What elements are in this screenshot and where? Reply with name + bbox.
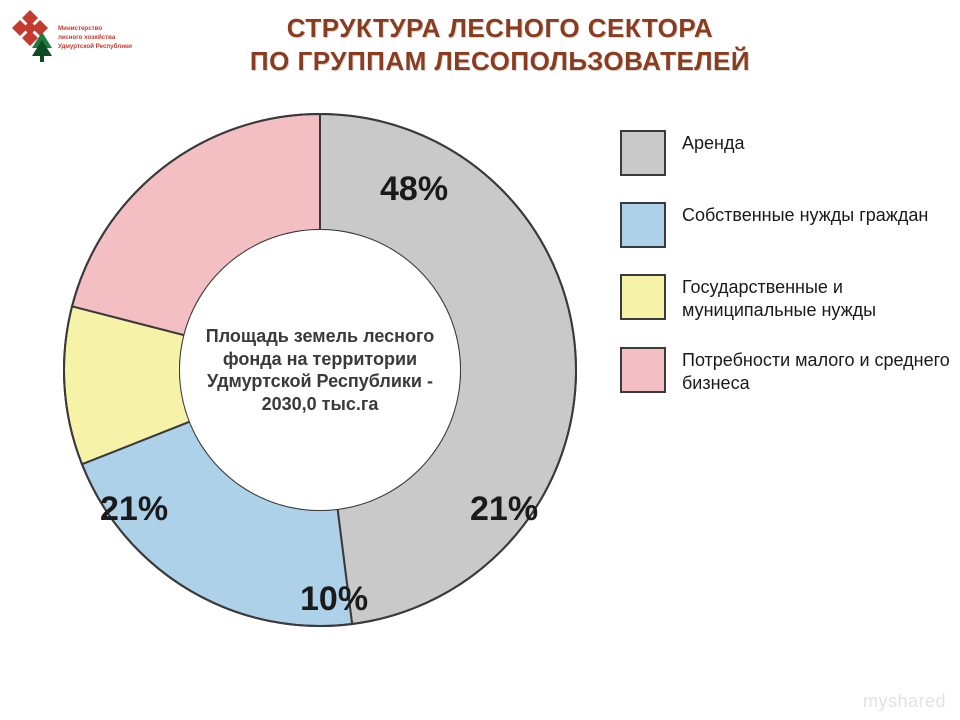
donut-chart: Площадь земель лесного фонда на территор… [40, 90, 600, 650]
legend-label-arenda: Аренда [682, 130, 744, 155]
legend-item-smb: Потребности малого и среднего бизнеса [620, 347, 950, 394]
donut-center-text: Площадь земель лесного фонда на территор… [202, 325, 438, 415]
logo-caption: Удмуртской Республики [58, 43, 132, 50]
slice-label-arenda: 48% [380, 170, 448, 209]
legend-item-gov: Государственные и муниципальные нужды [620, 274, 950, 321]
title-line-2: ПО ГРУППАМ ЛЕСОПОЛЬЗОВАТЕЛЕЙ [250, 46, 750, 76]
slide: Министерство лесного хозяйства Удмуртско… [0, 0, 960, 720]
slice-label-gov: 10% [300, 580, 368, 619]
ministry-logo: Министерство лесного хозяйства Удмуртско… [10, 8, 180, 68]
logo-caption: Министерство [58, 25, 102, 32]
title-line-1: СТРУКТУРА ЛЕСНОГО СЕКТОРА [287, 13, 713, 43]
logo-caption: лесного хозяйства [58, 34, 116, 41]
slice-label-citizens: 21% [470, 490, 538, 529]
legend-swatch-citizens [620, 202, 666, 248]
slide-title: СТРУКТУРА ЛЕСНОГО СЕКТОРА ПО ГРУППАМ ЛЕС… [200, 12, 800, 77]
slice-label-smb: 21% [100, 490, 168, 529]
legend-label-citizens: Собственные нужды граждан [682, 202, 928, 227]
legend-swatch-smb [620, 347, 666, 393]
legend-swatch-arenda [620, 130, 666, 176]
legend-label-gov: Государственные и муниципальные нужды [682, 274, 950, 321]
legend-item-arenda: Аренда [620, 130, 950, 176]
legend: Аренда Собственные нужды граждан Государст… [620, 130, 950, 420]
legend-item-citizens: Собственные нужды граждан [620, 202, 950, 248]
legend-swatch-gov [620, 274, 666, 320]
watermark: myshared [863, 691, 946, 712]
legend-label-smb: Потребности малого и среднего бизнеса [682, 347, 950, 394]
donut-center: Площадь земель лесного фонда на территор… [180, 230, 460, 510]
